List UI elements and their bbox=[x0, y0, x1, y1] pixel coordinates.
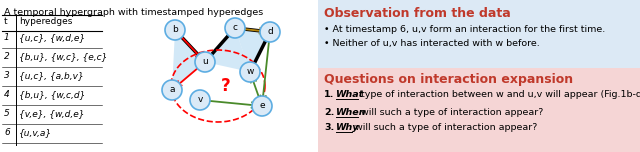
Circle shape bbox=[165, 20, 185, 40]
Text: 3: 3 bbox=[4, 71, 10, 80]
Text: v: v bbox=[197, 95, 203, 105]
Text: e: e bbox=[259, 102, 265, 111]
Polygon shape bbox=[235, 28, 270, 72]
Polygon shape bbox=[172, 30, 205, 90]
Text: {u,c}, {a,b,v}: {u,c}, {a,b,v} bbox=[19, 71, 84, 80]
Text: a: a bbox=[169, 85, 175, 95]
Text: Questions on interaction expansion: Questions on interaction expansion bbox=[324, 73, 573, 86]
Text: • At timestamp 6, u,v form an interaction for the first time.: • At timestamp 6, u,v form an interactio… bbox=[324, 25, 605, 34]
Text: {u,v,a}: {u,v,a} bbox=[19, 128, 52, 137]
Text: 2: 2 bbox=[4, 52, 10, 61]
Text: When: When bbox=[336, 108, 367, 117]
Text: A temporal hypergraph with timestamped hyperedges: A temporal hypergraph with timestamped h… bbox=[4, 8, 263, 17]
Text: hyperedges: hyperedges bbox=[19, 17, 72, 26]
Text: ?: ? bbox=[221, 77, 231, 95]
Text: {b,u}, {w,c}, {e,c}: {b,u}, {w,c}, {e,c} bbox=[19, 52, 108, 61]
Text: 6: 6 bbox=[4, 128, 10, 137]
Circle shape bbox=[225, 18, 245, 38]
Text: Observation from the data: Observation from the data bbox=[324, 7, 511, 20]
Text: w: w bbox=[246, 67, 253, 76]
Text: will such a type of interaction appear?: will such a type of interaction appear? bbox=[358, 108, 543, 117]
Circle shape bbox=[195, 52, 215, 72]
FancyBboxPatch shape bbox=[318, 68, 640, 152]
Circle shape bbox=[260, 22, 280, 42]
Circle shape bbox=[162, 80, 182, 100]
Text: {v,e}, {w,d,e}: {v,e}, {w,d,e} bbox=[19, 109, 84, 118]
Text: What: What bbox=[336, 90, 364, 99]
Circle shape bbox=[252, 96, 272, 116]
Text: c: c bbox=[232, 24, 237, 33]
Text: 3.: 3. bbox=[324, 123, 334, 132]
Text: 5: 5 bbox=[4, 109, 10, 118]
Text: d: d bbox=[267, 28, 273, 36]
Text: u: u bbox=[202, 57, 208, 67]
Text: 1: 1 bbox=[4, 33, 10, 42]
Circle shape bbox=[190, 90, 210, 110]
Text: will such a type of interaction appear?: will such a type of interaction appear? bbox=[352, 123, 538, 132]
Text: {u,c}, {w,d,e}: {u,c}, {w,d,e} bbox=[19, 33, 85, 42]
Text: 4: 4 bbox=[4, 90, 10, 99]
Text: Why: Why bbox=[336, 123, 360, 132]
Text: {b,u}, {w,c,d}: {b,u}, {w,c,d} bbox=[19, 90, 85, 99]
FancyBboxPatch shape bbox=[318, 0, 640, 68]
Text: t: t bbox=[4, 17, 8, 26]
Text: type of interaction between w and u,v will appear (Fig.1b-d) if there is any?: type of interaction between w and u,v wi… bbox=[358, 90, 640, 99]
Text: 2.: 2. bbox=[324, 108, 334, 117]
Circle shape bbox=[240, 62, 260, 82]
Text: 1.: 1. bbox=[324, 90, 334, 99]
Polygon shape bbox=[205, 28, 250, 72]
Text: b: b bbox=[172, 26, 178, 35]
Text: • Neither of u,v has interacted with w before.: • Neither of u,v has interacted with w b… bbox=[324, 39, 540, 48]
